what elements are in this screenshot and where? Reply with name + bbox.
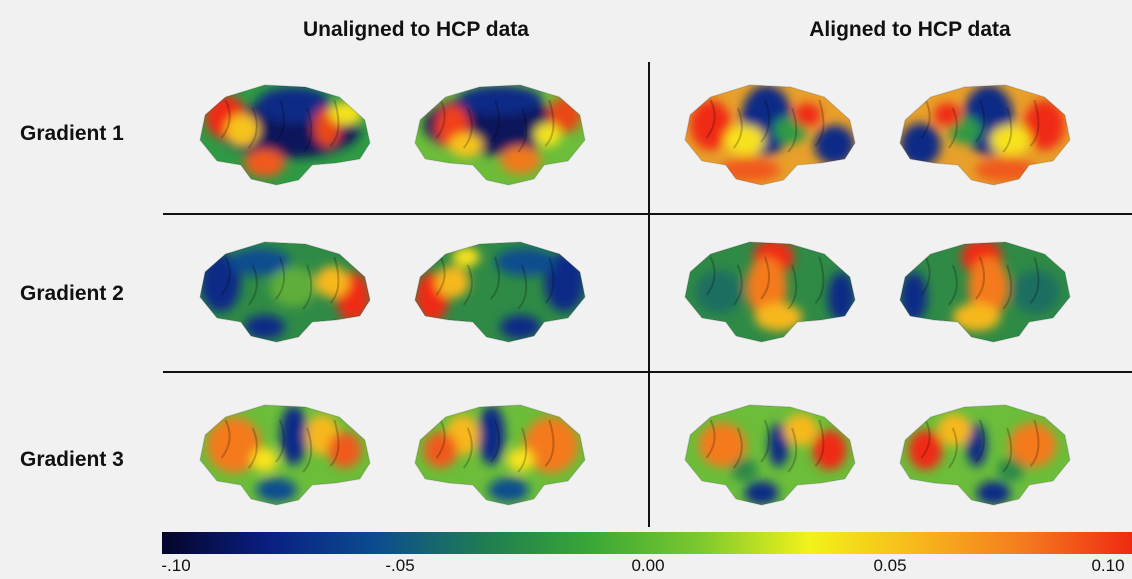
brain-map-gradient-1-aligned-left	[685, 85, 855, 185]
brain-map-gradient-3-unaligned-left	[200, 405, 370, 505]
brain-outline	[899, 84, 1071, 186]
column-divider	[648, 62, 650, 527]
brain-map-gradient-1-unaligned-left	[200, 85, 370, 185]
colorbar-tick-max: 0.10	[1091, 556, 1125, 575]
brain-map-gradient-3-aligned-right	[900, 405, 1070, 505]
row-label-gradient-1: Gradient 1	[20, 122, 124, 145]
brain-outline	[199, 84, 371, 186]
brain-map-gradient-2-aligned-left	[685, 242, 855, 342]
brain-outline	[414, 404, 586, 506]
brain-map-gradient-3-aligned-left	[685, 405, 855, 505]
brain-outline	[199, 404, 371, 506]
brain-outline	[199, 241, 371, 343]
colorbar-tick-min: -.10	[161, 556, 191, 575]
colorbar-tick-zero: 0.00	[631, 556, 665, 575]
brain-map-gradient-2-aligned-right	[900, 242, 1070, 342]
column-title-unaligned: Unaligned to HCP data	[303, 18, 529, 41]
brain-map-gradient-1-unaligned-right	[415, 85, 585, 185]
colorbar-tick-pos-half: 0.05	[873, 556, 907, 575]
brain-map-gradient-2-unaligned-left	[200, 242, 370, 342]
brain-outline	[684, 84, 856, 186]
row-label-gradient-2: Gradient 2	[20, 282, 124, 305]
brain-outline	[684, 404, 856, 506]
brain-outline	[414, 241, 586, 343]
brain-map-gradient-2-unaligned-right	[415, 242, 585, 342]
brain-outline	[899, 241, 1071, 343]
brain-outline	[899, 404, 1071, 506]
row-divider-2	[163, 371, 1132, 373]
colorbar-gradient	[162, 532, 1132, 554]
colorbar-tick-neg-half: -.05	[385, 556, 415, 575]
column-title-aligned: Aligned to HCP data	[809, 18, 1011, 41]
brain-outline	[414, 84, 586, 186]
colorbar	[162, 532, 1132, 554]
row-label-gradient-3: Gradient 3	[20, 448, 124, 471]
row-divider-1	[163, 213, 1132, 215]
brain-outline	[684, 241, 856, 343]
brain-map-gradient-1-aligned-right	[900, 85, 1070, 185]
brain-map-gradient-3-unaligned-right	[415, 405, 585, 505]
